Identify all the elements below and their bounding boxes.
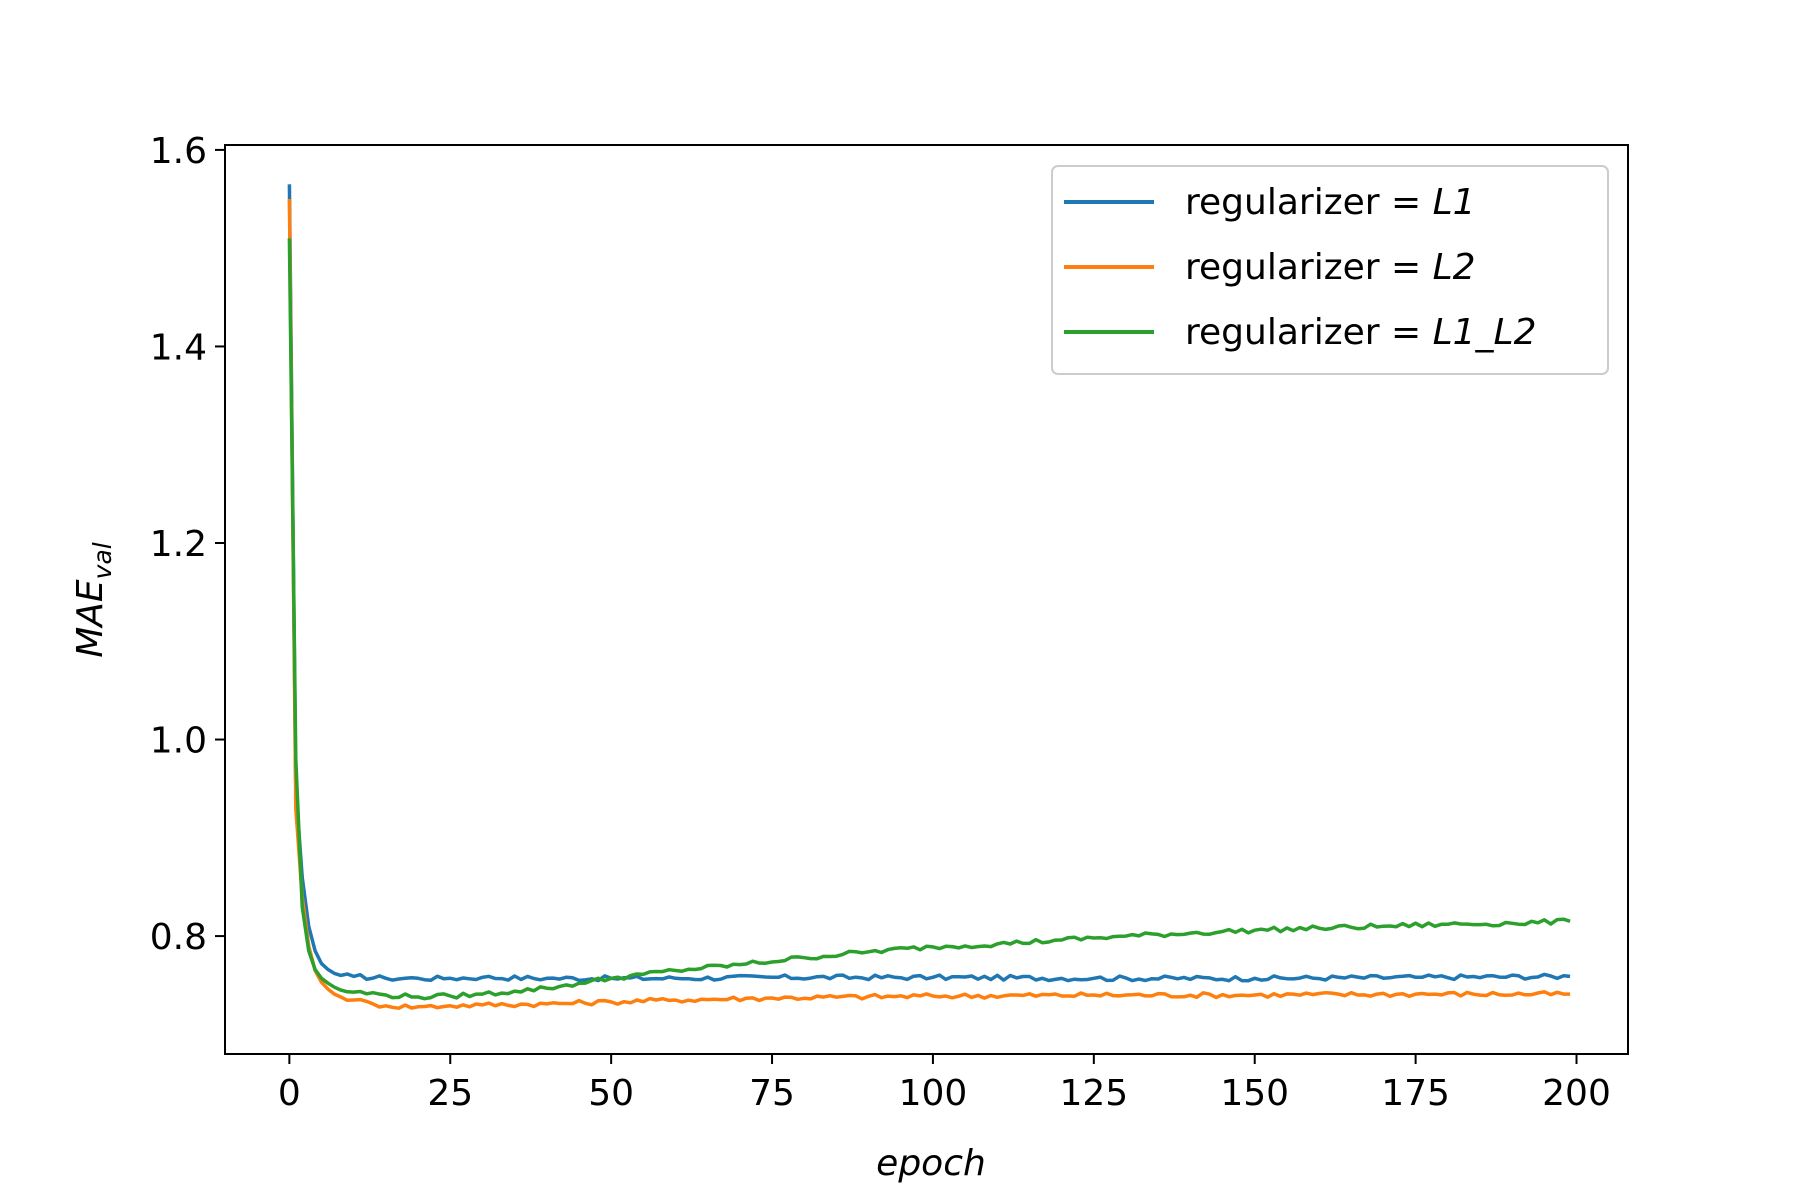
y-tick-label: 0.8 [150, 917, 207, 958]
x-tick-label: 0 [278, 1073, 301, 1114]
legend-entry-l1: regularizer = L1 [1185, 182, 1476, 223]
x-tick-label: 150 [1220, 1073, 1289, 1114]
x-tick-label: 175 [1381, 1073, 1450, 1114]
series-line-l1-l2 [287, 238, 1571, 1001]
x-axis-label: epoch [876, 1143, 986, 1184]
legend-entry-l1-l2: regularizer = L1_L2 [1185, 312, 1537, 353]
y-axis-label-main: MAE [70, 579, 111, 658]
y-axis-label-subscript: val [88, 542, 117, 579]
y-tick-label: 1.2 [150, 524, 207, 565]
legend-box [1051, 165, 1609, 375]
x-tick-label: 200 [1542, 1073, 1611, 1114]
y-tick-label: 1.4 [150, 327, 207, 368]
series-line-l2 [287, 198, 1571, 1010]
x-tick-label: 100 [899, 1073, 968, 1114]
legend: regularizer = L1 regularizer = L2 regula… [1051, 165, 1609, 375]
y-axis-label: MAEval [70, 542, 117, 658]
legend-entry-l2: regularizer = L2 [1185, 247, 1476, 288]
x-tick-label: 75 [749, 1073, 795, 1114]
x-tick-label: 25 [427, 1073, 473, 1114]
y-tick-label: 1.6 [150, 131, 207, 172]
x-tick-label: 50 [588, 1073, 634, 1114]
y-axis-ticks: 0.8 1.0 1.2 1.4 1.6 [150, 131, 225, 958]
plot-area-frame [224, 144, 1629, 1055]
series-layer [287, 184, 1571, 1010]
x-axis-ticks: 0 25 50 75 100 125 150 175 200 [278, 1054, 1611, 1114]
series-line-l1 [287, 184, 1571, 983]
x-tick-label: 125 [1059, 1073, 1128, 1114]
y-tick-label: 1.0 [150, 721, 207, 762]
